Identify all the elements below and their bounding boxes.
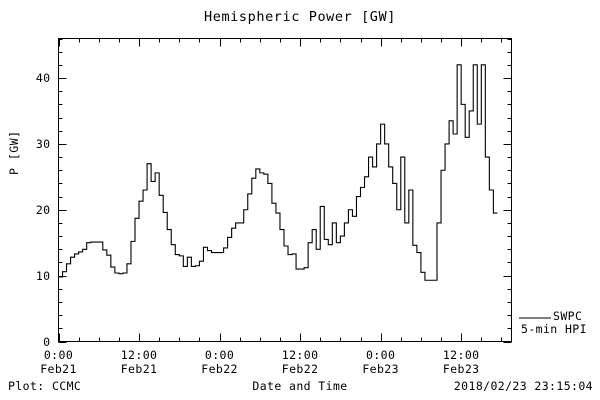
y-tick-label-10: 10: [35, 268, 51, 283]
chart-title: Hemispheric Power [GW]: [203, 9, 396, 25]
y-tick-label-30: 30: [35, 136, 51, 151]
plot-credit: Plot: CCMC: [8, 379, 82, 393]
x-tick-date-4: Feb23: [362, 362, 399, 376]
y-axis-title: P [GW]: [7, 130, 21, 175]
x-tick-time-4: 0:00: [365, 348, 396, 362]
x-tick-date-5: Feb23: [442, 362, 480, 376]
plot-frame: [58, 38, 512, 342]
x-tick-date-3: Feb22: [281, 362, 319, 376]
plot-timestamp: 2018/02/23 23:15:04: [453, 379, 593, 393]
legend-label-product: 5-min HPI: [521, 322, 587, 336]
y-axis-minor-ticks: [58, 39, 512, 329]
data-series-line: [58, 64, 498, 281]
x-tick-time-2: 0:00: [204, 348, 235, 362]
y-axis-major-ticks: [58, 78, 512, 343]
x-tick-date-2: Feb22: [201, 362, 238, 376]
y-tick-label-40: 40: [35, 71, 51, 86]
y-tick-label-0: 0: [43, 334, 51, 349]
x-tick-time-0: 0:00: [43, 348, 74, 362]
x-tick-time-5: 12:00: [442, 348, 480, 362]
x-tick-date-0: Feb21: [40, 362, 77, 376]
legend-label-source: SWPC: [553, 309, 583, 323]
x-axis-title: Date and Time: [252, 379, 348, 393]
y-tick-label-20: 20: [35, 202, 51, 217]
x-tick-time-1: 12:00: [120, 348, 158, 362]
x-axis-minor-ticks: [79, 38, 502, 342]
x-tick-time-3: 12:00: [281, 348, 319, 362]
x-tick-date-1: Feb21: [120, 362, 158, 376]
x-axis-major-ticks: [59, 38, 462, 342]
